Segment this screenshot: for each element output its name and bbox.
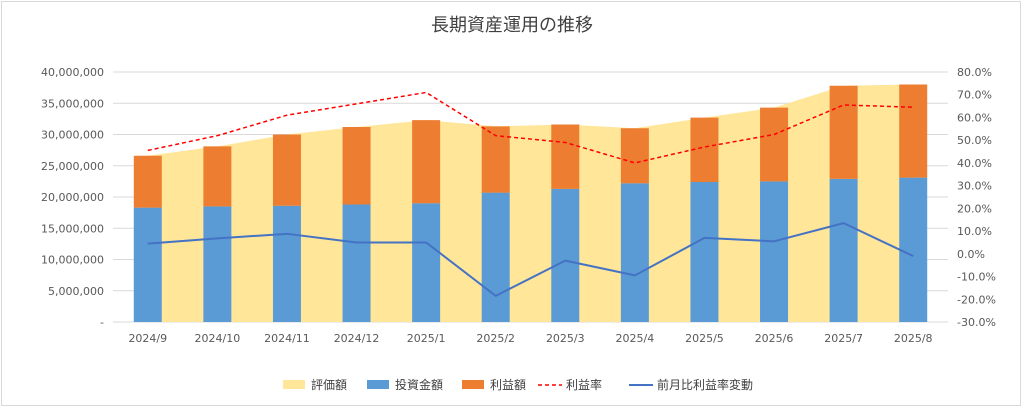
bar-investment <box>829 178 858 322</box>
right-axis-tick-label: -10.0% <box>957 271 996 284</box>
legend-swatch <box>367 380 389 389</box>
bar-investment <box>272 205 301 322</box>
right-axis-tick-label: 80.0% <box>957 66 992 79</box>
legend-item: 前月比利益率変動 <box>629 377 753 392</box>
legend-label: 投資金額 <box>395 377 443 392</box>
x-axis-tick-label: 2025/5 <box>685 332 724 345</box>
x-axis-tick-label: 2025/3 <box>546 332 585 345</box>
x-axis-tick-label: 2025/1 <box>407 332 446 345</box>
bar-investment <box>899 177 928 322</box>
right-axis-tick-label: 30.0% <box>957 180 992 193</box>
bar-profit <box>133 155 162 208</box>
left-axis-tick-label: 20,000,000 <box>41 191 104 204</box>
legend-item: 投資金額 <box>367 377 443 392</box>
bar-profit <box>481 126 510 193</box>
legend-swatch <box>283 380 305 389</box>
bar-profit <box>203 146 232 207</box>
bar-profit <box>412 120 441 204</box>
x-axis-tick-label: 2025/7 <box>824 332 863 345</box>
bar-profit <box>620 128 649 184</box>
right-axis-tick-label: 50.0% <box>957 134 992 147</box>
x-axis-tick-label: 2025/8 <box>894 332 933 345</box>
right-axis-tick-label: 10.0% <box>957 225 992 238</box>
bar-investment <box>203 206 232 322</box>
legend-label: 利益額 <box>490 378 526 392</box>
left-axis-tick-label: - <box>100 316 104 329</box>
left-axis-tick-label: 30,000,000 <box>41 129 104 142</box>
line-series-profit-rate <box>147 91 914 164</box>
legend-item: 利益額 <box>462 378 526 392</box>
bar-investment <box>620 183 649 322</box>
left-axis-tick-label: 5,000,000 <box>48 285 104 298</box>
right-axis-ticks: -30.0% -20.0% -10.0% 0.0% 10.0% 20.0% 30.0% 40.… <box>957 66 996 329</box>
left-axis-tick-label: 10,000,000 <box>41 254 104 267</box>
right-axis-tick-label: 0.0% <box>957 248 985 261</box>
line-series-group <box>147 91 914 297</box>
right-axis-tick-label: 20.0% <box>957 202 992 215</box>
x-axis-tick-label: 2024/10 <box>195 332 241 345</box>
left-axis-tick-label: 40,000,000 <box>41 66 104 79</box>
bar-investment <box>342 204 371 322</box>
line-series-mom-change <box>147 222 914 297</box>
x-axis-tick-label: 2025/6 <box>755 332 794 345</box>
bar-profit <box>272 134 301 206</box>
right-axis-tick-label: 60.0% <box>957 111 992 124</box>
right-axis-tick-label: -20.0% <box>957 293 996 306</box>
bar-profit <box>899 84 928 178</box>
x-axis-tick-label: 2024/9 <box>128 332 167 345</box>
left-axis-tick-label: 25,000,000 <box>41 160 104 173</box>
legend-label: 評価額 <box>311 377 347 392</box>
area-series-group <box>147 84 914 322</box>
right-axis-tick-label: -30.0% <box>957 316 996 329</box>
legend-item: 利益率 <box>538 377 602 392</box>
bar-profit <box>551 124 580 189</box>
bar-series-group <box>133 84 928 322</box>
bar-investment <box>690 182 719 322</box>
bar-profit <box>342 127 371 205</box>
legend-label: 利益率 <box>566 377 602 392</box>
bar-profit <box>760 107 789 182</box>
x-axis-tick-label: 2024/12 <box>334 332 380 345</box>
x-axis-ticks: 2024/9 2024/10 2024/11 2024/12 2025/1 2025/2 2… <box>128 332 932 345</box>
x-axis-tick-label: 2025/4 <box>616 332 655 345</box>
bar-investment <box>481 192 510 322</box>
chart-legend: 評価額 投資金額 利益額 利益率 前月比利益率変動 <box>283 377 753 392</box>
right-axis-tick-label: 40.0% <box>957 157 992 170</box>
legend-label: 前月比利益率変動 <box>657 377 753 392</box>
bar-investment <box>760 181 789 322</box>
bar-investment <box>133 207 162 322</box>
left-axis-tick-label: 15,000,000 <box>41 222 104 235</box>
x-axis-tick-label: 2024/11 <box>264 332 310 345</box>
bar-profit <box>829 85 858 179</box>
area-series-valuation <box>147 84 914 322</box>
left-axis-ticks: - 5,000,000 10,000,000 15,000,000 20,000,000… <box>41 66 104 329</box>
legend-swatch <box>462 380 484 389</box>
legend-item: 評価額 <box>283 377 347 392</box>
chart-title: 長期資産運用の推移 <box>431 15 593 36</box>
right-axis-tick-label: 70.0% <box>957 89 992 102</box>
left-axis-tick-label: 35,000,000 <box>41 97 104 110</box>
bar-investment <box>412 203 441 322</box>
bar-investment <box>551 188 580 322</box>
x-axis-tick-label: 2025/2 <box>476 332 515 345</box>
